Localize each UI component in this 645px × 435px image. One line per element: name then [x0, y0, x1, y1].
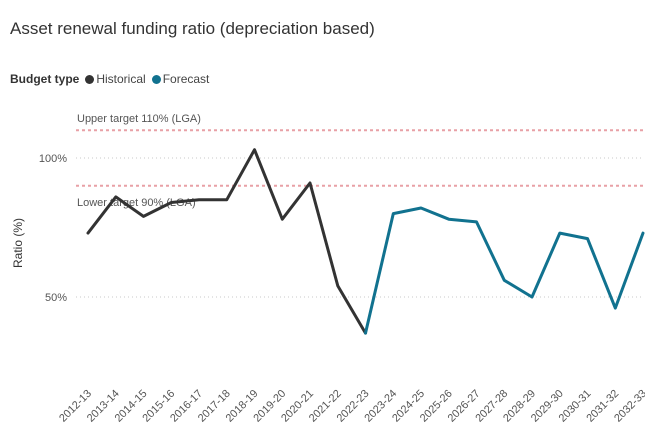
data-point-historical[interactable] — [168, 199, 174, 205]
data-point-historical[interactable] — [307, 180, 313, 186]
chart-title: Asset renewal funding ratio (depreciatio… — [10, 19, 375, 38]
legend-label-forecast: Forecast — [162, 72, 210, 86]
data-point-forecast[interactable] — [501, 277, 507, 283]
legend-dot-forecast — [151, 74, 161, 84]
data-point-historical[interactable] — [224, 197, 230, 203]
legend: Budget type Historical Forecast — [10, 72, 215, 86]
legend-dot-historical — [85, 74, 95, 84]
legend-item-forecast[interactable]: Forecast — [151, 72, 210, 86]
data-point-forecast[interactable] — [474, 219, 480, 225]
data-point-historical[interactable] — [252, 147, 258, 153]
data-point-historical[interactable] — [113, 194, 119, 200]
series-line-forecast — [364, 206, 645, 335]
legend-title: Budget type — [10, 72, 80, 86]
y-tick-label: 100% — [39, 153, 67, 165]
legend-item-historical[interactable]: Historical — [85, 72, 146, 86]
data-point-historical[interactable] — [279, 216, 285, 222]
data-point-historical[interactable] — [335, 283, 341, 289]
reference-label-upper: Upper target 110% (LGA) — [77, 113, 201, 125]
data-point-forecast[interactable] — [557, 230, 563, 236]
data-point-historical[interactable] — [85, 230, 91, 236]
series-line-historical — [86, 148, 367, 335]
data-point-forecast[interactable] — [585, 236, 591, 242]
data-point-forecast[interactable] — [612, 305, 618, 311]
legend-label-historical: Historical — [96, 72, 146, 86]
data-point-historical[interactable] — [141, 213, 147, 219]
data-point-forecast[interactable] — [418, 205, 424, 211]
data-point-forecast[interactable] — [529, 294, 535, 300]
y-axis-title: Ratio (%) — [11, 218, 25, 268]
data-point-forecast[interactable] — [390, 211, 396, 217]
y-tick-label: 50% — [45, 292, 67, 304]
data-point-forecast[interactable] — [446, 216, 452, 222]
data-point-historical[interactable] — [196, 197, 202, 203]
data-point-forecast[interactable] — [363, 330, 369, 336]
